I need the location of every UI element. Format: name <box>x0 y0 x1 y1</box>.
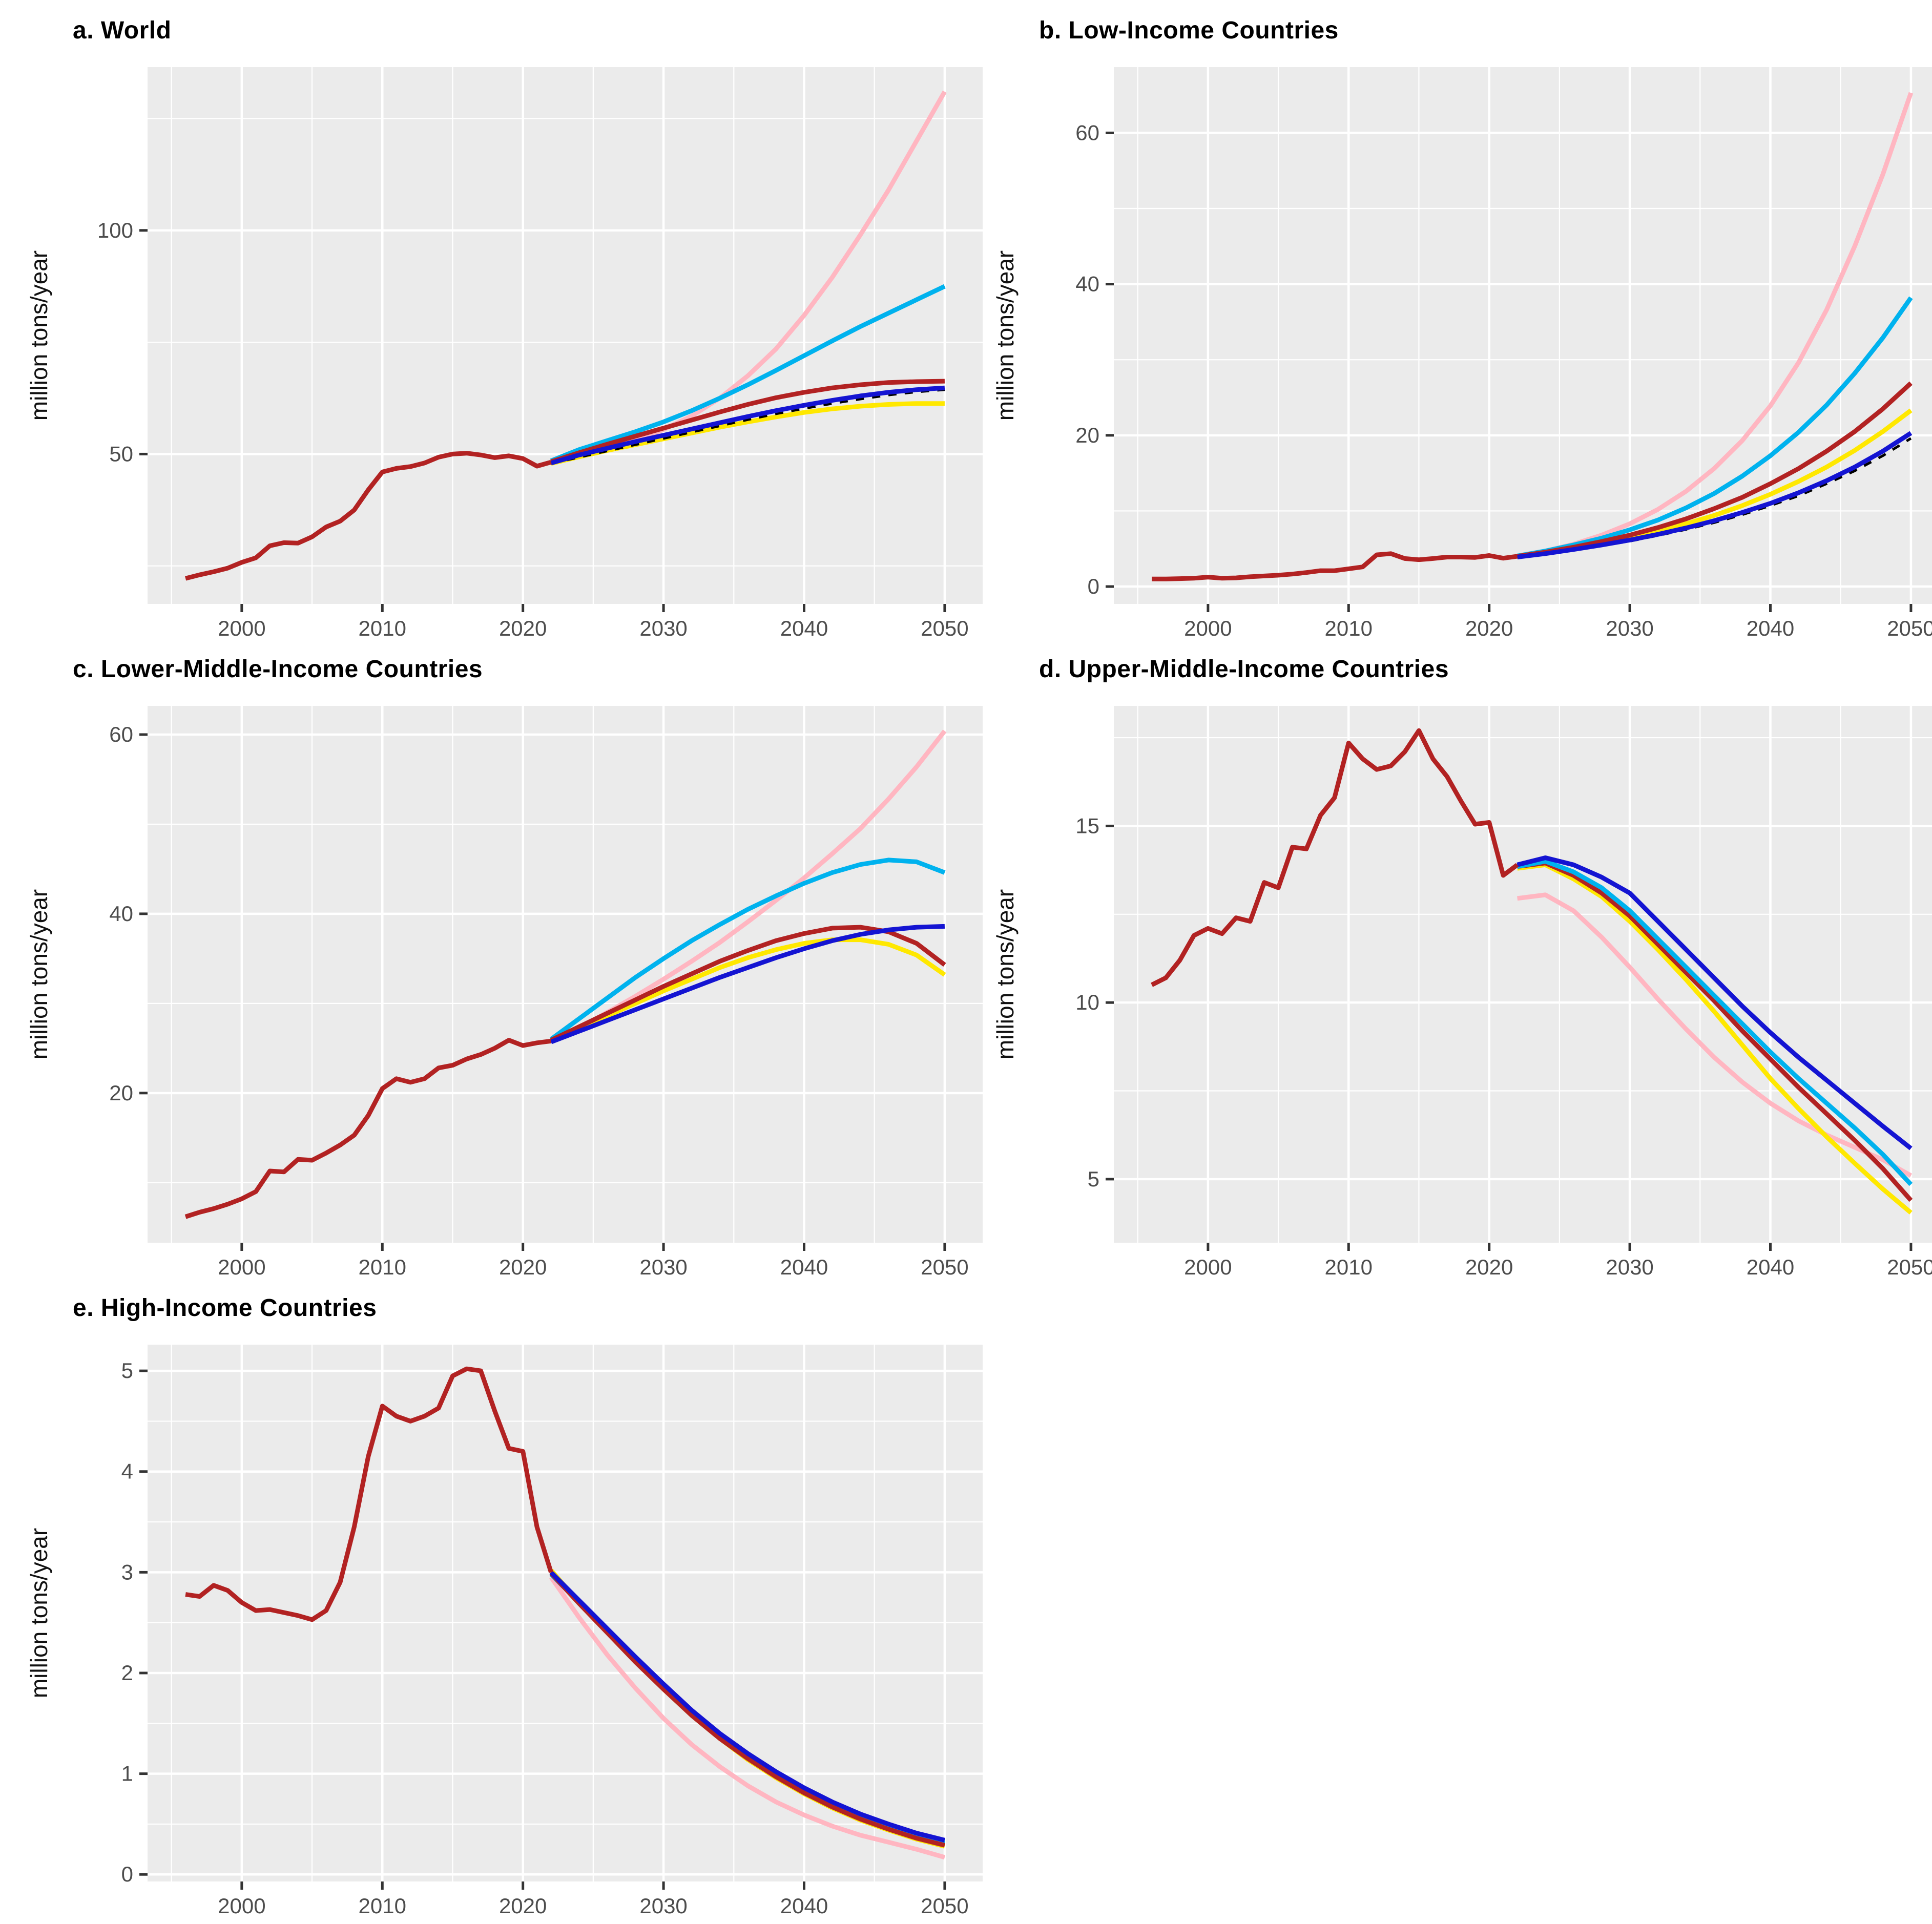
series-scenario-cyan <box>1516 296 1913 558</box>
series-scenario-cyan <box>1516 859 1913 1186</box>
panel-b-low-income: b. Low-Income Countries 2000 2010 2020 2030… <box>987 8 1932 646</box>
series-scenario-cyan <box>549 858 946 1041</box>
panel-a-world: a. World 2000 2010 2020 2030 2040 2050 50 100 mi… <box>20 8 986 646</box>
x-tick-label: 2000 <box>218 1894 265 1918</box>
x-tick-label: 2020 <box>499 616 547 640</box>
panel-c-lower-middle-income: c. Lower-Middle-Income Countries 2000 201… <box>20 647 986 1285</box>
series-scenario-darkred <box>550 379 945 464</box>
x-tick-label: 2030 <box>639 1894 687 1918</box>
y-tick-label: 20 <box>1075 423 1099 447</box>
y-axis-label: million tons/year <box>26 250 52 421</box>
panel-a-title: a. World <box>73 17 172 44</box>
series-scenario-blue <box>550 385 945 466</box>
x-tick-label: 2050 <box>921 1894 968 1918</box>
series-scenario-blue <box>550 924 945 1044</box>
x-tick-label: 2020 <box>499 1255 547 1279</box>
y-tick-label: 4 <box>121 1459 133 1483</box>
series-scenario-darkred <box>1516 381 1913 559</box>
x-tick-label: 2050 <box>921 616 968 640</box>
series-scenario-cyan <box>550 284 946 463</box>
x-tick-label: 2020 <box>499 1894 547 1918</box>
panel-b-title: b. Low-Income Countries <box>1039 17 1339 44</box>
series-scenario-blue <box>549 1571 945 1843</box>
x-tick-label: 2000 <box>1184 616 1232 640</box>
x-tick-label: 2040 <box>1747 616 1794 640</box>
y-axis-label: million tons/year <box>26 889 52 1059</box>
y-tick-label: 100 <box>97 218 133 242</box>
y-tick-label: 40 <box>1075 272 1099 296</box>
series-scenario-pink <box>1517 892 1913 1178</box>
x-tick-label: 2000 <box>218 1255 265 1279</box>
y-tick-label: 15 <box>1075 813 1099 838</box>
series-scenario-black-dashed <box>551 388 945 465</box>
x-tick-label: 2050 <box>1887 1255 1932 1279</box>
plot-background <box>148 1345 983 1881</box>
panel-c-title: c. Lower-Middle-Income Countries <box>73 656 483 683</box>
y-tick-label: 2 <box>121 1661 133 1685</box>
y-tick-label: 5 <box>1088 1167 1099 1191</box>
x-tick-label: 2020 <box>1465 1255 1513 1279</box>
plot-background <box>1114 67 1932 604</box>
y-tick-label: 50 <box>109 442 133 466</box>
x-tick-label: 2010 <box>359 616 406 640</box>
plot-background <box>148 706 983 1243</box>
panel-d-upper-middle-income: d. Upper-Middle-Income Countries 2000 201… <box>987 647 1932 1285</box>
series-historical <box>1152 551 1518 581</box>
panel-d-chart: 2000 2010 2020 2030 2040 2050 5 10 15 million ton… <box>992 706 1932 1279</box>
series-scenario-yellow <box>1517 862 1913 1215</box>
x-tick-label: 2050 <box>1887 616 1932 640</box>
x-tick-label: 2010 <box>359 1894 406 1918</box>
series-scenario-darkred <box>1517 861 1913 1202</box>
panel-e-title: e. High-Income Countries <box>73 1294 377 1322</box>
x-tick-label: 2010 <box>1325 616 1373 640</box>
y-axis-label: million tons/year <box>26 1528 52 1698</box>
y-axis-label: million tons/year <box>992 889 1019 1059</box>
x-tick-label: 2020 <box>1465 616 1513 640</box>
y-axis-label: million tons/year <box>992 250 1019 421</box>
y-tick-label: 0 <box>1088 574 1099 598</box>
x-tick-label: 2040 <box>780 616 828 640</box>
x-tick-label: 2040 <box>780 1255 828 1279</box>
y-tick-label: 1 <box>121 1762 133 1786</box>
panel-e-high-income: e. High-Income Countries 2000 2010 2020 203… <box>20 1286 986 1924</box>
y-tick-label: 0 <box>121 1862 133 1886</box>
y-tick-label: 40 <box>109 902 133 926</box>
series-historical <box>184 1038 552 1219</box>
y-tick-label: 60 <box>1075 120 1099 144</box>
series-historical <box>185 1366 553 1622</box>
x-tick-label: 2000 <box>1184 1255 1232 1279</box>
x-tick-label: 2050 <box>921 1255 968 1279</box>
panel-a-chart: 2000 2010 2020 2030 2040 2050 50 100 million ton… <box>26 67 983 640</box>
series-scenario-yellow <box>550 937 946 1043</box>
series-scenario-blue <box>1516 855 1913 1151</box>
panel-e-chart: 2000 2010 2020 2030 2040 2050 0 1 2 3 4 5 million to… <box>26 1345 983 1918</box>
plot-background <box>1114 706 1932 1243</box>
x-tick-label: 2040 <box>780 1894 828 1918</box>
plot-background <box>148 67 983 604</box>
y-tick-label: 5 <box>121 1358 133 1383</box>
series-historical <box>184 451 552 581</box>
y-tick-label: 60 <box>109 722 133 746</box>
panel-d-title: d. Upper-Middle-Income Countries <box>1039 656 1449 683</box>
series-scenario-darkred <box>549 1572 945 1848</box>
x-tick-label: 2030 <box>1606 616 1653 640</box>
x-tick-label: 2000 <box>218 616 265 640</box>
x-tick-label: 2030 <box>639 1255 687 1279</box>
x-tick-label: 2030 <box>1606 1255 1653 1279</box>
x-tick-label: 2040 <box>1747 1255 1794 1279</box>
x-tick-label: 2010 <box>1325 1255 1373 1279</box>
x-tick-label: 2030 <box>639 616 687 640</box>
series-scenario-pink <box>549 1576 946 1860</box>
y-tick-label: 3 <box>121 1560 133 1584</box>
series-scenario-blue <box>1517 431 1913 559</box>
y-tick-label: 20 <box>109 1081 133 1105</box>
series-historical <box>1151 728 1519 987</box>
x-tick-label: 2010 <box>359 1255 406 1279</box>
y-tick-label: 10 <box>1075 990 1099 1014</box>
